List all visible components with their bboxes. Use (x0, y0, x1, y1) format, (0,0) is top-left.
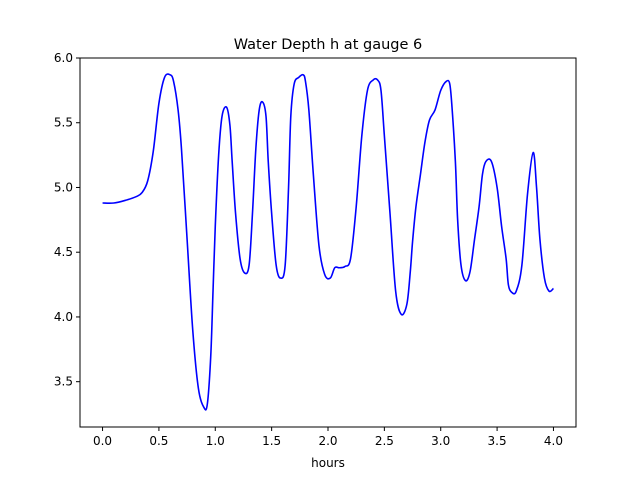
y-tick-label: 3.5 (54, 375, 73, 389)
x-tick-label: 3.5 (488, 434, 507, 448)
y-tick-label: 4.5 (54, 245, 73, 259)
y-tick-label: 5.5 (54, 116, 73, 130)
series-line-0 (102, 73, 554, 411)
x-axis-label: hours (311, 456, 345, 470)
x-tick-label: 1.5 (262, 434, 281, 448)
x-tick-label: 0.5 (149, 434, 168, 448)
y-tick-label: 4.0 (54, 310, 73, 324)
x-tick-label: 2.0 (318, 434, 337, 448)
chart-title: Water Depth h at gauge 6 (234, 37, 422, 53)
x-tick-label: 3.0 (431, 434, 450, 448)
x-tick-label: 4.0 (544, 434, 563, 448)
x-tick-label: 1.0 (206, 434, 225, 448)
x-tick-label: 0.0 (93, 434, 112, 448)
x-tick-label: 2.5 (375, 434, 394, 448)
y-tick-label: 6.0 (54, 51, 73, 65)
x-axis-ticks: 0.0 0.5 1.0 1.5 2.0 2.5 3.0 3.5 4.0 (93, 427, 563, 448)
y-axis-ticks: 3.5 4.0 4.5 5.0 5.5 6.0 (54, 51, 80, 389)
y-tick-label: 5.0 (54, 180, 73, 194)
plot-area (102, 73, 554, 411)
